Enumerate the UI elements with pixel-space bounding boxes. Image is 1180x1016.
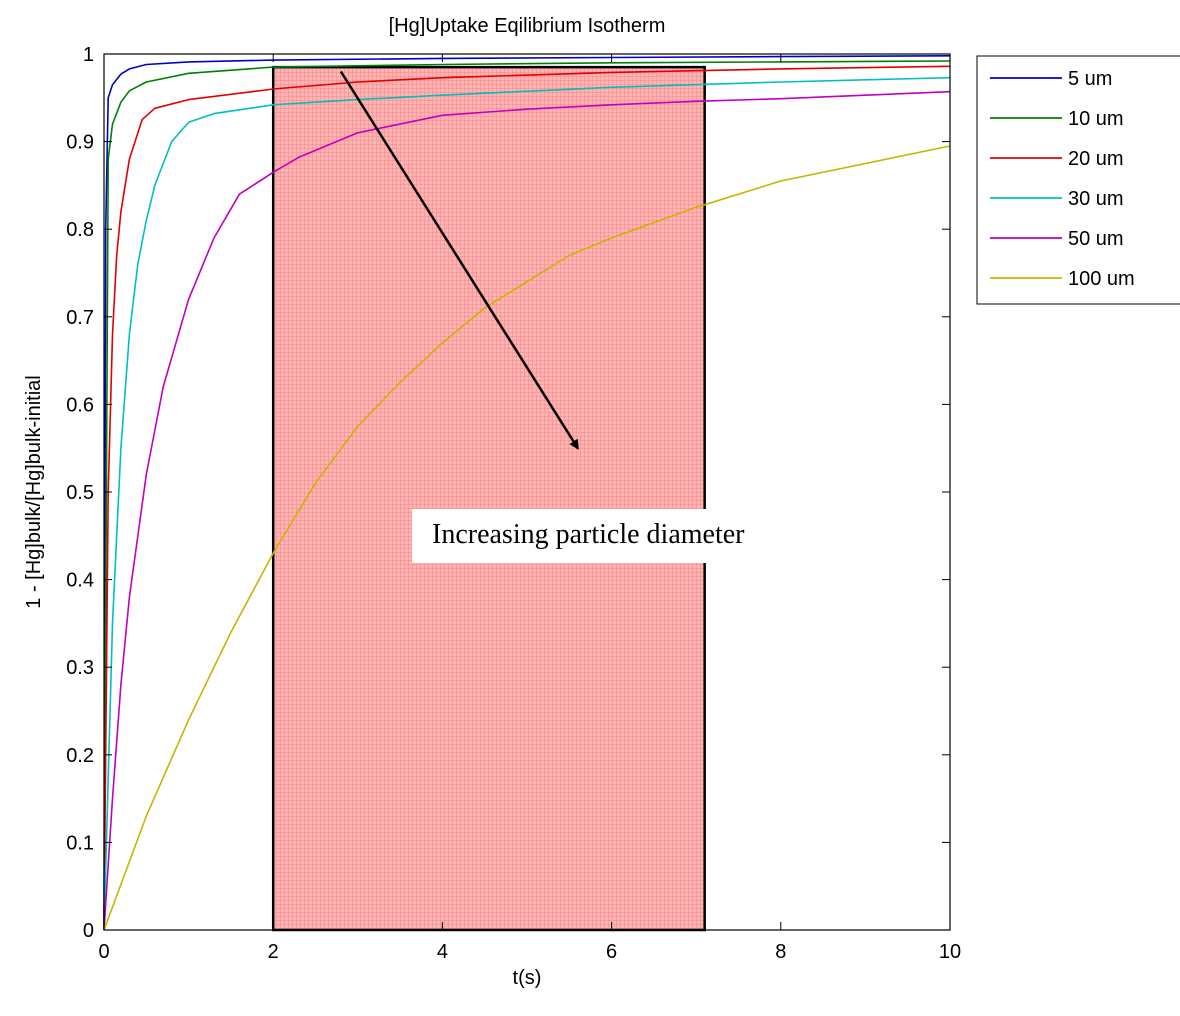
x-tick-label: 4: [437, 941, 448, 963]
y-tick-label: 0: [83, 920, 94, 942]
x-axis-label: t(s): [513, 967, 542, 989]
annotation-text: Increasing particle diameter: [432, 519, 745, 550]
y-tick-label: 0.7: [66, 307, 94, 329]
y-tick-label: 0.1: [66, 832, 94, 854]
y-axis-label: 1 - [Hg]bulk/[Hg]bulk-initial: [23, 375, 45, 608]
x-tick-label: 6: [606, 941, 617, 963]
trend-arrow: [339, 70, 579, 450]
y-tick-label: 0.3: [66, 657, 94, 679]
series-line-100-um: [103, 145, 951, 931]
legend: 5 um 10 um 20 um 30 um 50 um 100 um: [976, 55, 1180, 305]
series-line-10-um: [103, 60, 951, 931]
y-tick-label: 0.2: [66, 745, 94, 767]
y-tick-label: 0.4: [66, 570, 94, 592]
legend-label: 50 um: [1068, 228, 1124, 250]
x-tick-label: 8: [775, 941, 786, 963]
x-tick-label: 0: [98, 941, 109, 963]
legend-label: 100 um: [1068, 268, 1135, 290]
highlight-region: [271, 65, 706, 932]
legend-label: 30 um: [1068, 188, 1124, 210]
y-tick-label: 1: [83, 44, 94, 66]
legend-box: [976, 55, 1180, 305]
y-tick-label: 0.9: [66, 132, 94, 154]
x-tick-label: 2: [268, 941, 279, 963]
series-line-20-um: [103, 65, 951, 931]
legend-label: 10 um: [1068, 108, 1124, 130]
y-tick-label: 0.6: [66, 394, 94, 416]
x-tick-label: 10: [939, 941, 961, 963]
y-tick-label: 0.5: [66, 482, 94, 504]
series-line-30-um: [103, 76, 951, 931]
annotation-background: [412, 509, 874, 563]
y-tick-label: 0.8: [66, 219, 94, 241]
chart-title: [Hg]Uptake Eqilibrium Isotherm: [389, 15, 666, 37]
legend-label: 20 um: [1068, 148, 1124, 170]
series-line-50-um: [103, 90, 951, 931]
legend-label: 5 um: [1068, 68, 1112, 90]
